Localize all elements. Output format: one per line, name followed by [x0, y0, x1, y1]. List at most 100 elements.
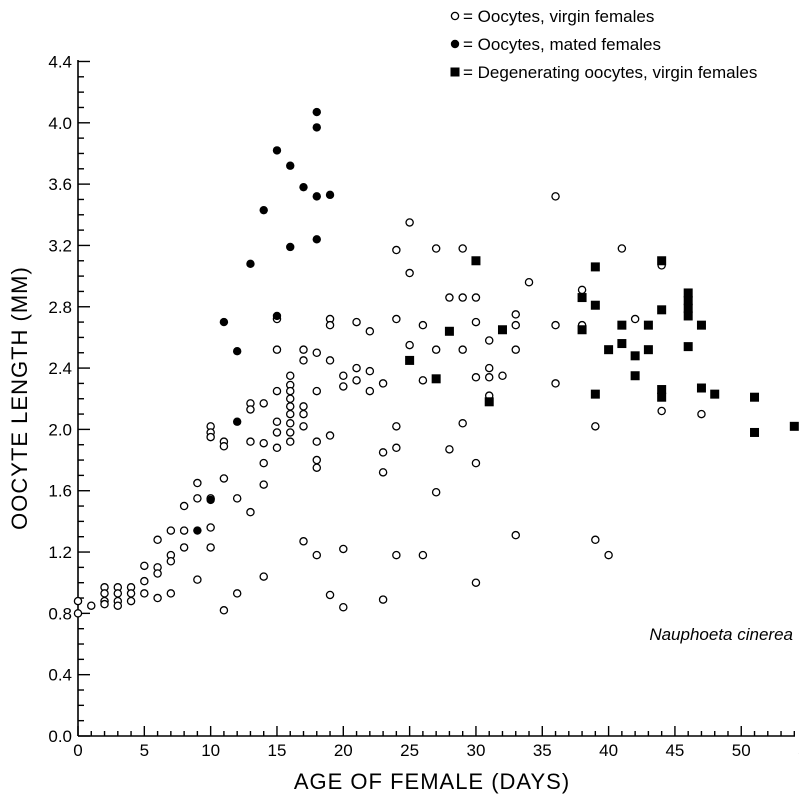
virgin-oocyte-point	[471, 317, 481, 327]
virgin-oocyte-point	[458, 244, 467, 253]
virgin-oocyte-point	[299, 409, 308, 419]
virgin-oocyte-point	[418, 376, 428, 385]
virgin-oocyte-point	[591, 535, 600, 545]
data-points	[73, 107, 799, 618]
virgin-oocyte-point	[259, 399, 268, 408]
x-tick-label: 35	[533, 741, 552, 760]
legend-label: = Oocytes, mated females	[463, 35, 661, 54]
degenerating-oocyte-point	[750, 392, 760, 402]
x-tick-label: 50	[732, 741, 751, 760]
virgin-oocyte-point	[352, 363, 361, 373]
virgin-oocyte-point	[285, 394, 295, 403]
y-tick-label: 2.4	[48, 359, 72, 378]
virgin-oocyte-point	[259, 480, 268, 489]
virgin-oocyte-point	[206, 432, 215, 442]
x-tick-label: 15	[268, 741, 287, 760]
degenerating-oocyte-point	[617, 339, 627, 349]
virgin-oocyte-point	[259, 572, 268, 581]
mated-oocyte-point	[272, 146, 282, 155]
virgin-oocyte-point	[352, 376, 361, 385]
x-tick-label: 10	[201, 741, 220, 760]
x-tick-label: 0	[73, 741, 82, 760]
virgin-oocyte-point	[617, 244, 627, 253]
mated-oocyte-point	[286, 161, 295, 170]
degenerating-oocyte-point	[643, 345, 653, 355]
virgin-oocyte-point	[458, 419, 467, 428]
degenerating-oocyte-point	[683, 288, 693, 298]
virgin-oocyte-point	[325, 590, 335, 600]
virgin-oocyte-point	[166, 556, 176, 566]
y-tick-label: 0.8	[48, 604, 72, 623]
degenerating-oocyte-point	[604, 345, 614, 355]
virgin-oocyte-point	[325, 356, 335, 365]
virgin-oocyte-point	[285, 437, 295, 446]
virgin-oocyte-point	[285, 419, 295, 428]
virgin-oocyte-point	[378, 448, 388, 457]
degenerating-oocyte-point	[590, 262, 600, 272]
mated-oocyte-point	[232, 417, 242, 426]
y-tick-label: 4.4	[48, 52, 72, 71]
virgin-oocyte-point	[285, 428, 295, 437]
virgin-oocyte-point	[246, 507, 255, 517]
virgin-oocyte-point	[458, 293, 467, 302]
degenerating-oocyte-point	[630, 371, 640, 381]
mated-oocyte-point	[272, 311, 282, 321]
virgin-oocyte-point	[73, 596, 83, 606]
virgin-oocyte-point	[312, 386, 322, 396]
virgin-oocyte-point	[471, 373, 481, 382]
virgin-oocyte-point	[193, 575, 202, 584]
legend: = Oocytes, virgin females = Oocytes, mate…	[450, 7, 757, 82]
degenerating-oocyte-point	[750, 427, 760, 437]
virgin-oocyte-point	[272, 386, 282, 396]
virgin-oocyte-point	[259, 438, 268, 448]
degenerating-oocyte-point	[643, 320, 653, 330]
virgin-oocyte-point	[418, 550, 428, 560]
legend-virgin-oocytes: = Oocytes, virgin females	[450, 7, 654, 26]
x-tick-label: 25	[400, 741, 419, 760]
virgin-oocyte-point	[630, 314, 640, 324]
legend-label: = Degenerating oocytes, virgin females	[463, 63, 757, 82]
virgin-oocyte-point	[551, 379, 560, 388]
virgin-oocyte-point	[193, 494, 202, 503]
y-tick-label: 2.0	[48, 420, 72, 439]
mated-oocyte-point	[246, 259, 255, 269]
virgin-oocyte-point	[405, 268, 414, 278]
virgin-oocyte-point	[458, 345, 467, 354]
virgin-oocyte-point	[511, 530, 520, 540]
mated-oocyte-point	[259, 205, 268, 215]
virgin-oocyte-point	[591, 422, 600, 431]
virgin-oocyte-point	[259, 458, 268, 468]
mated-oocyte-point	[286, 242, 295, 252]
degenerating-oocyte-point	[405, 355, 415, 365]
virgin-oocyte-point	[551, 320, 560, 330]
mated-oocyte-point	[232, 347, 242, 356]
virgin-oocyte-point	[445, 293, 454, 302]
virgin-oocyte-point	[392, 443, 401, 453]
virgin-oocyte-point	[312, 550, 322, 560]
virgin-oocyte-point	[431, 488, 441, 497]
virgin-oocyte-point	[551, 192, 560, 201]
degenerating-oocyte-point	[657, 392, 667, 402]
virgin-oocyte-point	[312, 348, 322, 357]
virgin-oocyte-point	[153, 535, 162, 545]
virgin-oocyte-point	[352, 317, 361, 327]
x-tick-label: 20	[334, 741, 353, 760]
virgin-oocyte-point	[285, 402, 295, 411]
virgin-oocyte-point	[126, 596, 136, 606]
legend-label: = Oocytes, virgin females	[463, 7, 654, 26]
virgin-oocyte-point	[498, 371, 507, 380]
virgin-oocyte-point	[219, 606, 229, 615]
virgin-oocyte-point	[140, 589, 149, 598]
y-tick-label: 1.6	[48, 482, 72, 501]
virgin-oocyte-point	[113, 601, 123, 610]
degenerating-oocyte-point	[617, 320, 627, 330]
degenerating-oocyte-point	[444, 326, 454, 336]
virgin-oocyte-point	[405, 218, 414, 227]
virgin-oocyte-point	[285, 386, 295, 396]
virgin-oocyte-point	[87, 601, 96, 610]
virgin-oocyte-point	[166, 526, 176, 535]
virgin-oocyte-point	[604, 550, 613, 560]
virgin-oocyte-point	[325, 431, 335, 440]
virgin-oocyte-point	[378, 468, 388, 477]
virgin-oocyte-point	[511, 320, 520, 330]
